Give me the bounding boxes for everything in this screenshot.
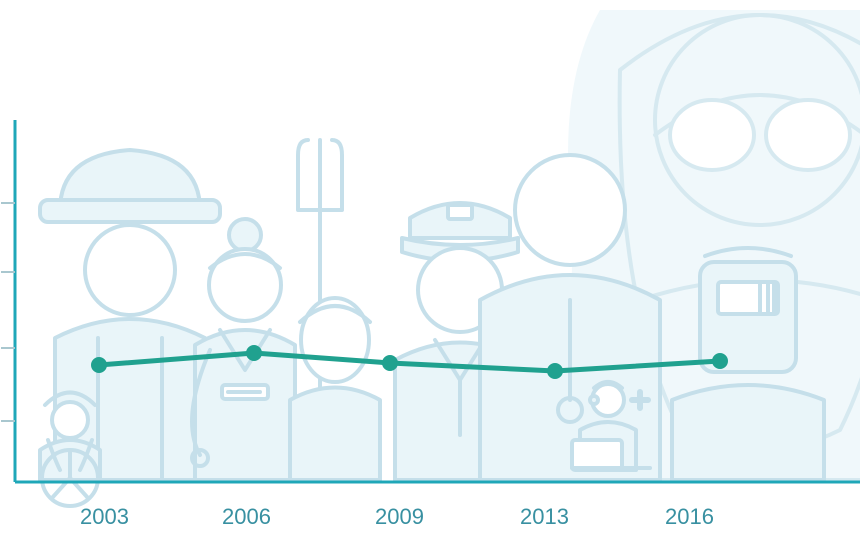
x-axis-label: 2016 [665, 504, 714, 530]
x-axis-label: 2006 [222, 504, 271, 530]
chart-canvas [0, 0, 860, 537]
x-axis-label: 2003 [80, 504, 129, 530]
x-axis-label: 2013 [520, 504, 569, 530]
x-axis-label: 2009 [375, 504, 424, 530]
line-chart: { "chart": { "type": "line", "width": 86… [0, 0, 860, 537]
